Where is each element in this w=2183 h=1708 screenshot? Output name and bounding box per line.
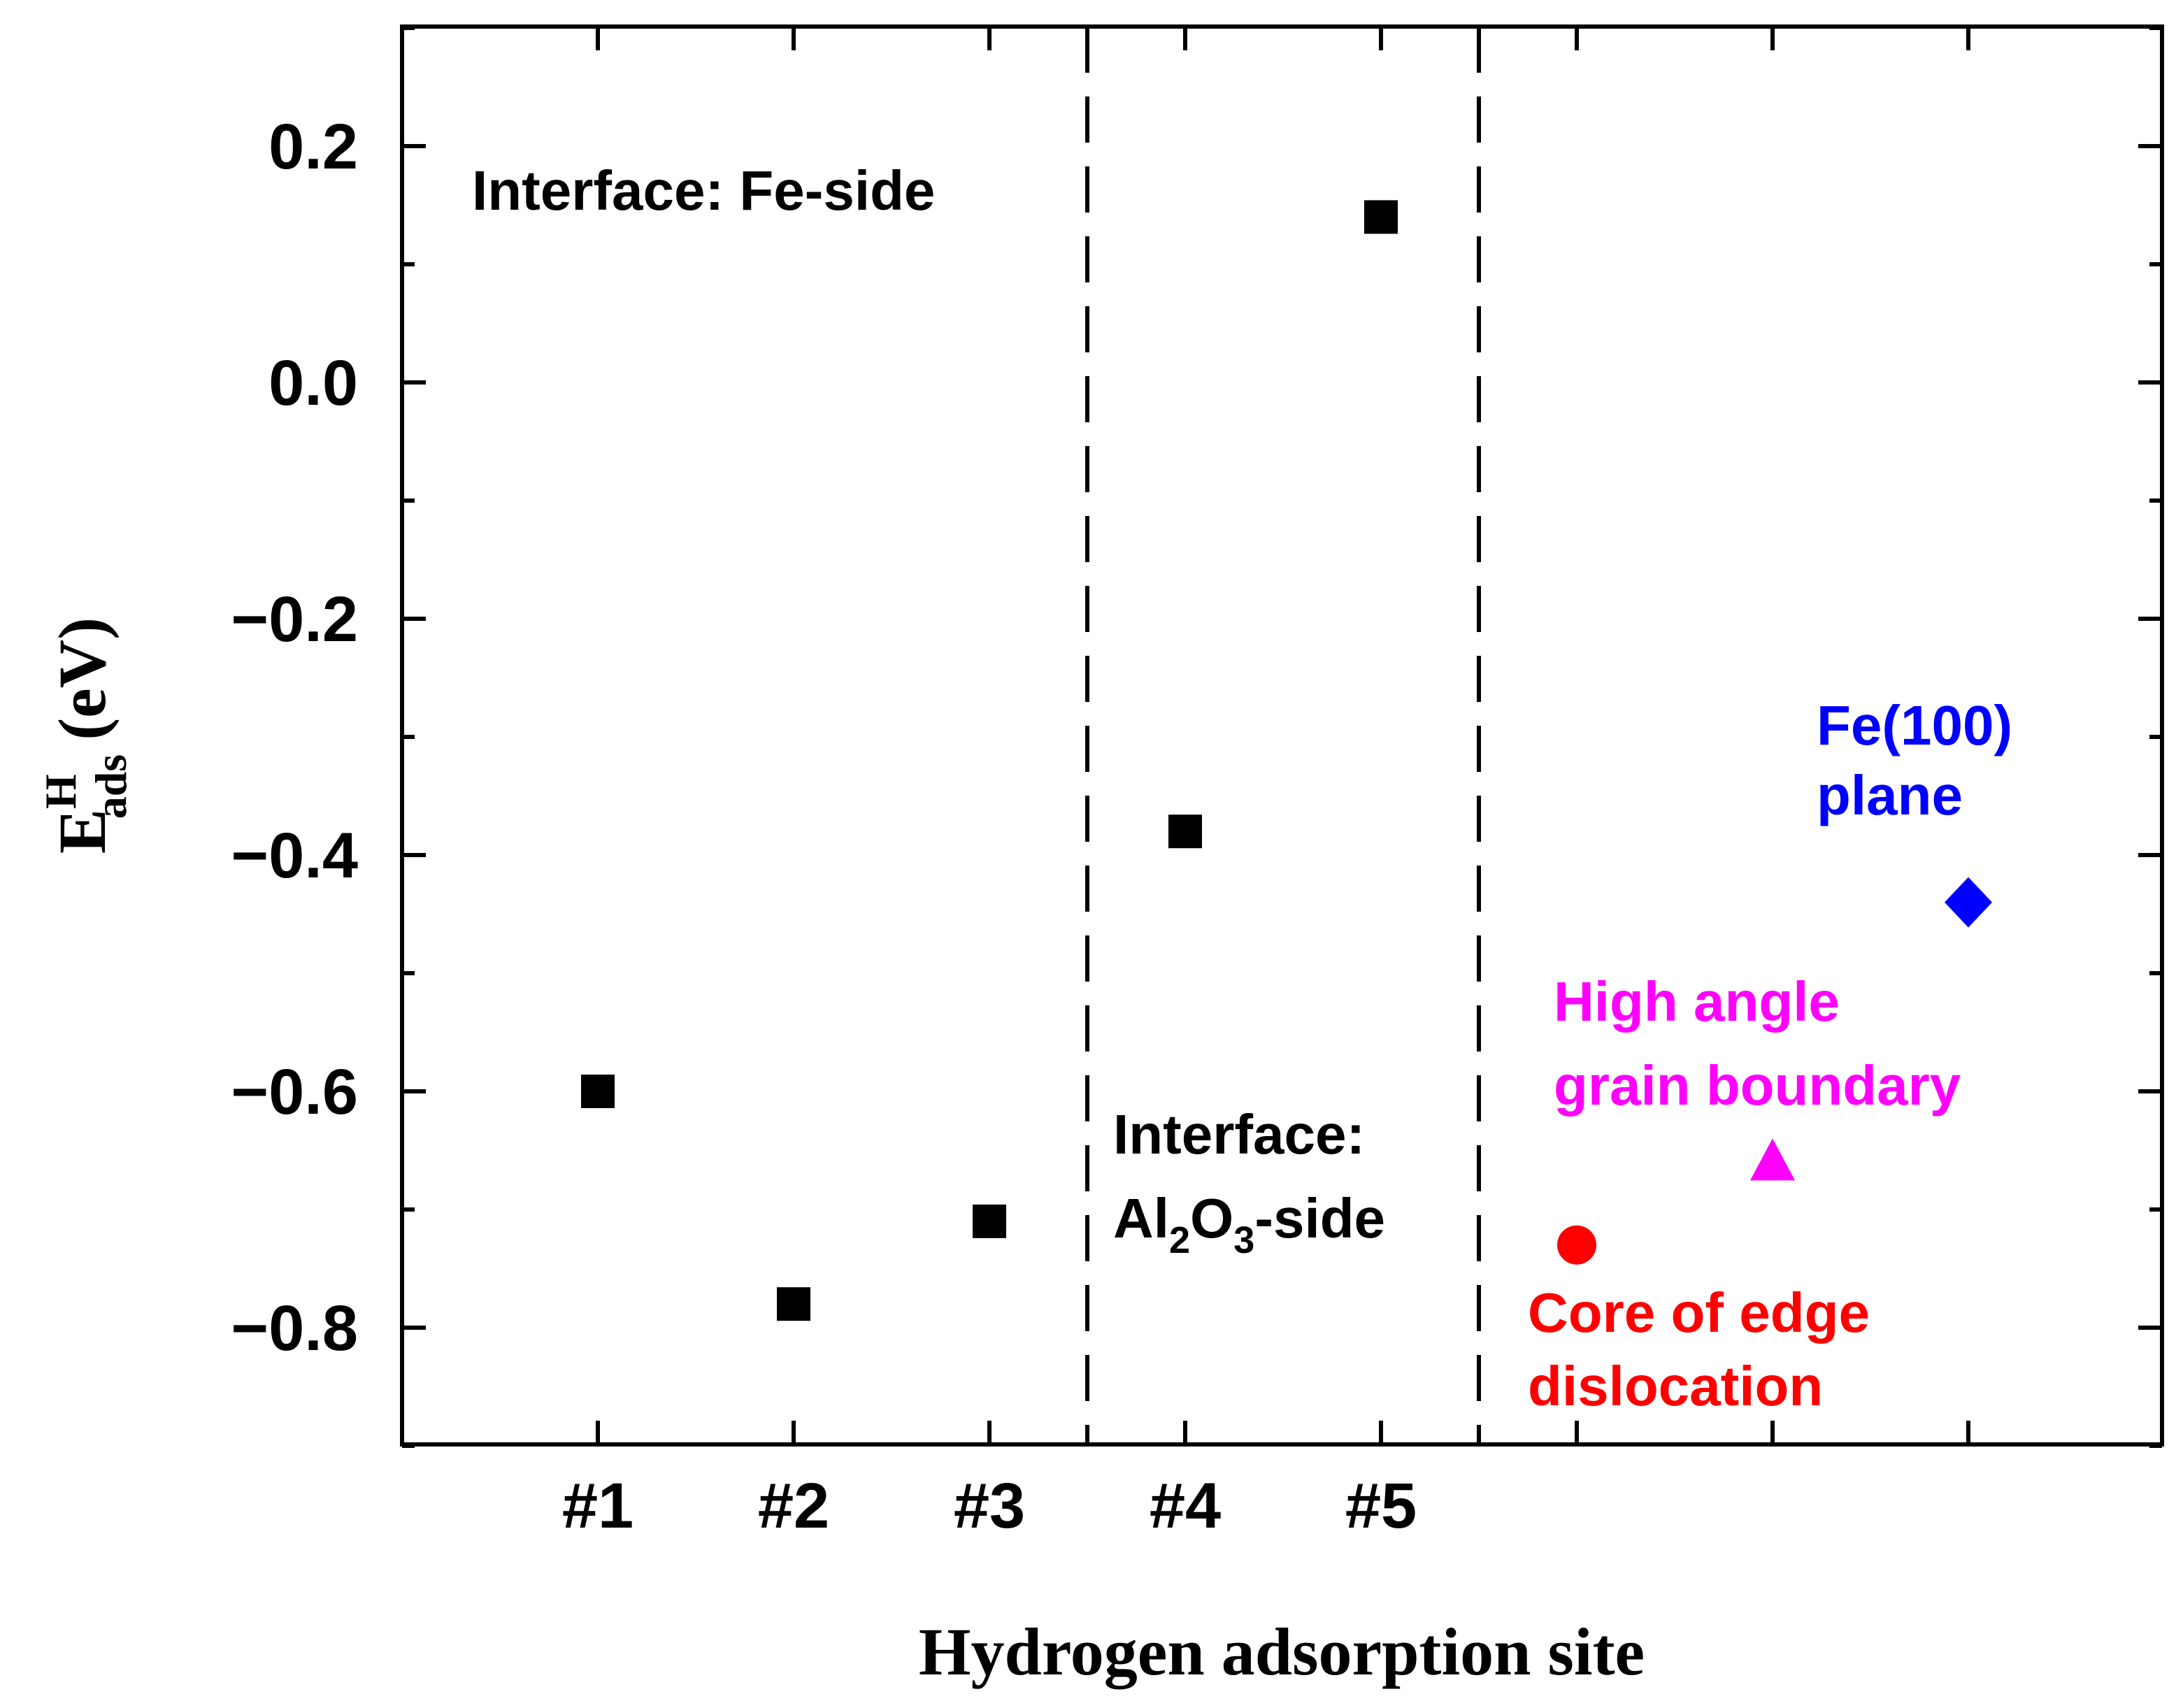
annotation-al2o3-line2: Al2O3-side — [1113, 1187, 1385, 1261]
annotation-fe100-line1: Fe(100) — [1817, 694, 2012, 756]
y-tick-label: −0.8 — [231, 1293, 358, 1364]
annotation-al2o3-line1: Interface: — [1113, 1103, 1365, 1165]
al2o3-al: Al — [1113, 1187, 1169, 1249]
y-title-subscript: ads — [86, 754, 136, 819]
x-tick-label: #2 — [758, 1470, 829, 1542]
data-point-circle — [1557, 1225, 1596, 1265]
y-tick-label: −0.2 — [231, 584, 358, 655]
annotation-fe-side: Interface: Fe-side — [472, 159, 935, 222]
data-point-square — [1168, 814, 1202, 849]
x-axis-title: Hydrogen adsorption site — [919, 1614, 1645, 1689]
al2o3-tail: -side — [1254, 1187, 1385, 1249]
data-points — [581, 200, 1992, 1321]
x-tick-label: #3 — [954, 1470, 1025, 1542]
tick-labels: 0.2 0.0 −0.2 −0.4 −0.6 −0.8 #1 #2 #3 #4 #5 — [231, 111, 1417, 1542]
annotation-fe100-line2: plane — [1817, 764, 1963, 826]
annotation-edge-dislocation-line2: dislocation — [1528, 1355, 1823, 1417]
data-point-square — [1364, 200, 1398, 234]
data-point-triangle — [1750, 1138, 1795, 1181]
y-title-superscript: H — [36, 774, 85, 809]
annotation-grain-boundary-line1: High angle — [1554, 970, 1840, 1033]
annotation-grain-boundary-line2: grain boundary — [1554, 1054, 1961, 1117]
x-tick-label: #1 — [562, 1470, 634, 1542]
axis-ticks — [402, 26, 2162, 1448]
y-tick-label: −0.6 — [231, 1056, 358, 1128]
y-title-unit: (eV) — [45, 617, 120, 740]
y-tick-label: 0.0 — [269, 347, 358, 419]
data-point-diamond — [1945, 877, 1992, 928]
y-title-symbol: E — [45, 809, 120, 854]
al2o3-o: O — [1190, 1187, 1233, 1249]
data-point-square — [973, 1204, 1006, 1238]
x-tick-label: #5 — [1345, 1470, 1417, 1542]
y-tick-label: 0.2 — [269, 111, 358, 182]
annotation-edge-dislocation-line1: Core of edge — [1528, 1282, 1870, 1344]
region-separators — [1085, 27, 1481, 1444]
x-tick-label: #4 — [1150, 1470, 1221, 1542]
svg-text:EHads(eV): EHads (eV) — [36, 617, 136, 854]
data-point-square — [777, 1287, 810, 1321]
al2o3-sub2: 2 — [1169, 1219, 1190, 1261]
data-point-square — [581, 1075, 615, 1108]
y-axis-title: EHads (eV) — [36, 617, 136, 854]
al2o3-sub3: 3 — [1233, 1219, 1254, 1261]
y-tick-label: −0.4 — [231, 820, 358, 891]
